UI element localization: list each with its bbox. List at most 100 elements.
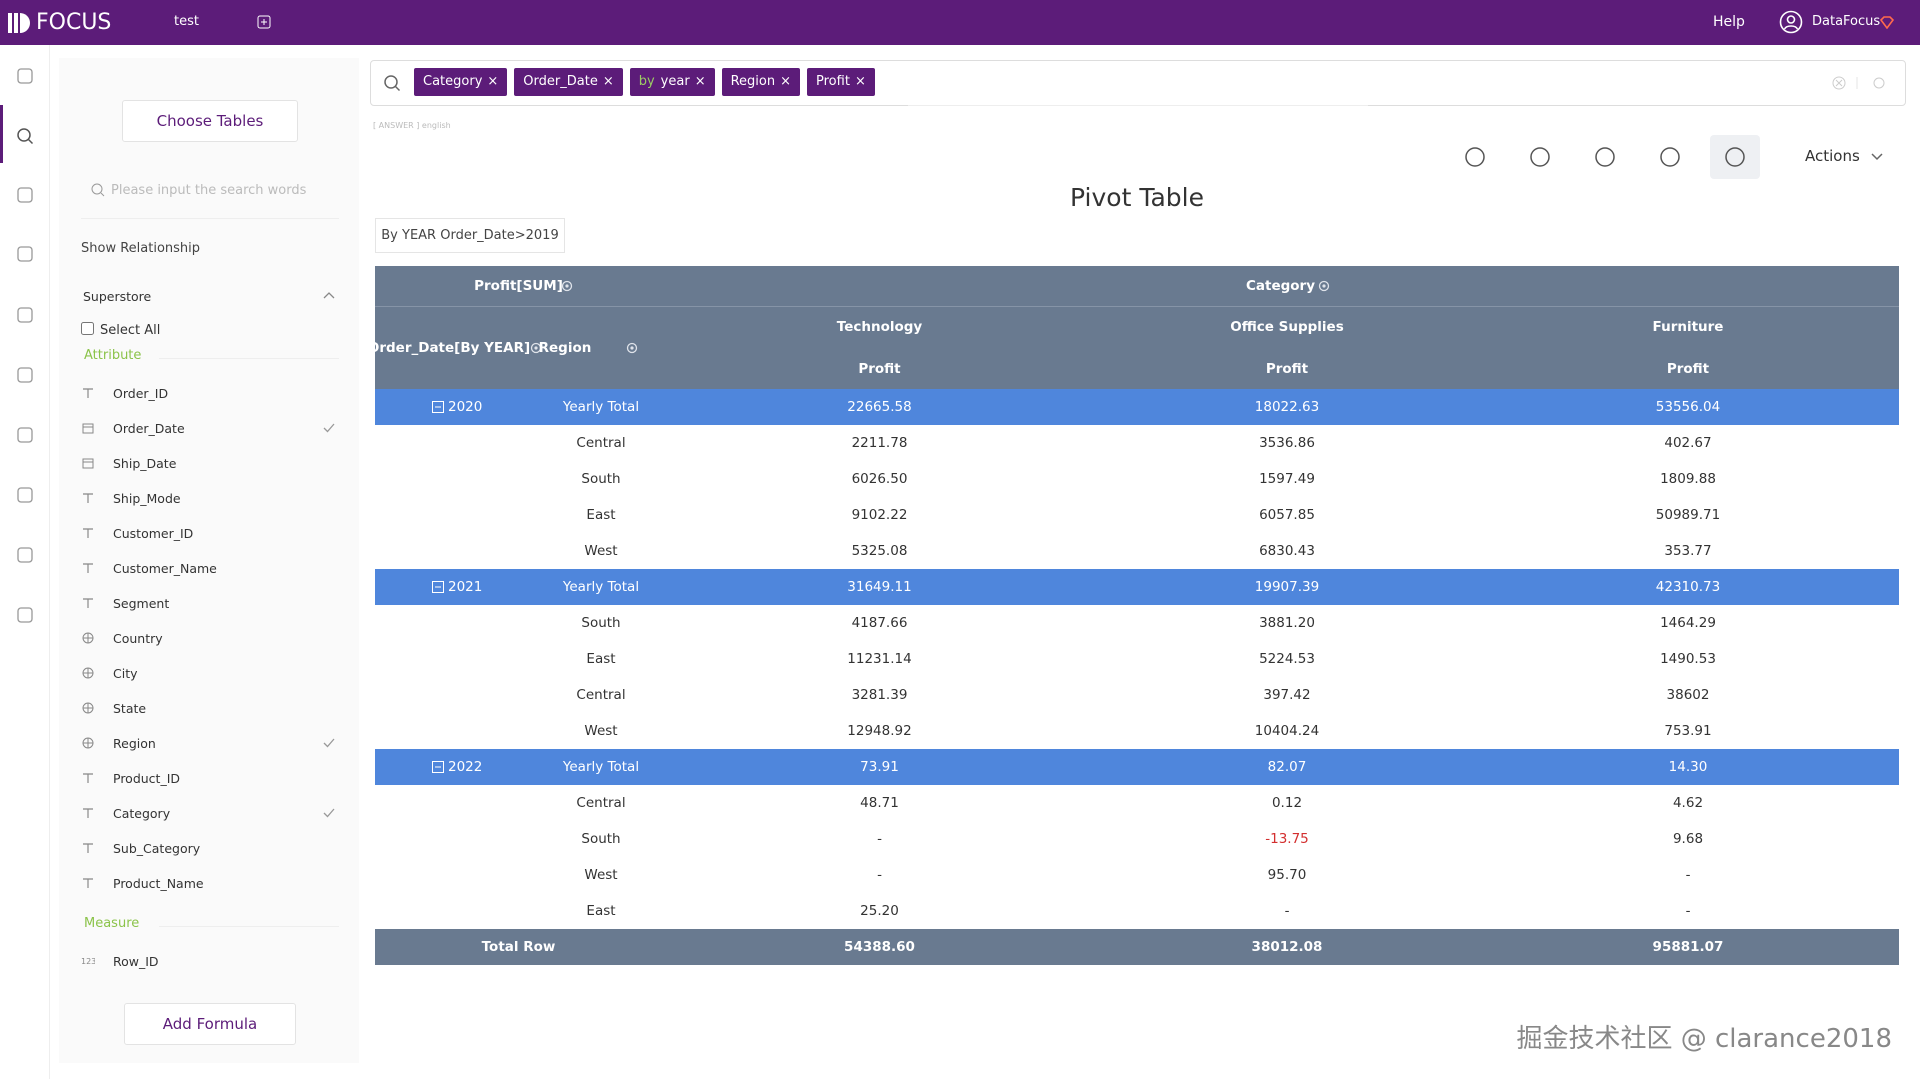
collapse[interactable] xyxy=(323,290,335,300)
field-name[interactable]: State xyxy=(113,701,147,716)
actions-caret[interactable] xyxy=(1870,152,1884,162)
field-name[interactable]: Ship_Date xyxy=(113,456,177,471)
tool-icon[interactable] xyxy=(1464,146,1486,168)
field-icon xyxy=(83,563,93,573)
nav-rail xyxy=(0,45,50,1079)
data-row: East 25.20 - - xyxy=(375,893,1899,929)
tool-icon[interactable] xyxy=(1529,146,1551,168)
field-name[interactable]: Customer_ID xyxy=(113,526,194,541)
logo-text: FOCUS xyxy=(36,10,112,35)
select-all-checkbox[interactable] xyxy=(81,322,94,335)
field-icon xyxy=(83,598,93,608)
field-icon xyxy=(83,878,93,888)
year[interactable]: 2021 xyxy=(448,579,483,595)
field-name[interactable]: Ship_Mode xyxy=(113,491,181,506)
value-cell: 6026.50 xyxy=(851,471,908,487)
collapse-toggle[interactable] xyxy=(432,761,444,773)
region: East xyxy=(586,651,616,667)
nav-icon[interactable] xyxy=(16,306,34,324)
region: West xyxy=(584,867,618,883)
gear-icon[interactable] xyxy=(530,342,542,354)
gear-icon[interactable] xyxy=(561,280,573,292)
token-close[interactable]: × xyxy=(487,74,499,89)
choose-tables[interactable]: Choose Tables xyxy=(122,100,298,142)
gear-icon[interactable] xyxy=(1318,280,1330,292)
search-controls[interactable] xyxy=(1831,75,1891,91)
field-name[interactable]: City xyxy=(113,666,138,681)
nav-icon[interactable] xyxy=(16,606,34,624)
field-name[interactable]: Order_ID xyxy=(113,386,169,401)
value-cell: 3881.20 xyxy=(1259,615,1315,631)
value-cell: 10404.24 xyxy=(1254,723,1320,739)
region: West xyxy=(584,723,618,739)
value-cell: 82.07 xyxy=(1267,759,1307,775)
nav-icon[interactable] xyxy=(16,426,34,444)
field-name[interactable]: Product_Name xyxy=(113,876,204,891)
collapse-toggle[interactable] xyxy=(432,581,444,593)
filter-chip[interactable]: By YEAR Order_Date>2019 xyxy=(375,218,565,253)
section-title: Attribute xyxy=(84,348,142,363)
search-token[interactable]: Profit × xyxy=(807,68,875,96)
search-token[interactable]: by year × xyxy=(629,68,715,96)
search-token[interactable]: Order_Date × xyxy=(514,68,623,96)
token-close[interactable]: × xyxy=(780,74,792,89)
gear-icon[interactable] xyxy=(626,342,638,354)
value-cell: 95.70 xyxy=(1267,867,1307,883)
measure-name: Profit xyxy=(1265,360,1309,377)
value-cell: - xyxy=(877,867,882,883)
nav-icon[interactable] xyxy=(16,186,34,204)
collapse-toggle[interactable] xyxy=(432,401,444,413)
token-close[interactable]: × xyxy=(602,74,614,89)
nav-icon[interactable] xyxy=(16,245,34,263)
total-label: Yearly Total xyxy=(562,399,640,415)
show-relationship[interactable]: Show Relationship xyxy=(81,241,201,256)
tool-icon[interactable] xyxy=(1594,146,1616,168)
tool-icon[interactable] xyxy=(1724,146,1746,168)
tool-icon[interactable] xyxy=(1659,146,1681,168)
nav-icon[interactable] xyxy=(16,127,34,145)
region: South xyxy=(581,831,621,847)
field-name[interactable]: Sub_Category xyxy=(113,841,201,856)
region: South xyxy=(581,615,621,631)
value-cell: 402.67 xyxy=(1664,435,1712,451)
help[interactable]: Help xyxy=(1713,14,1745,30)
value-cell: 1490.53 xyxy=(1660,651,1716,667)
nav-icon[interactable] xyxy=(16,486,34,504)
user-name[interactable]: DataFocus xyxy=(1812,14,1881,29)
token-close[interactable]: × xyxy=(854,74,866,89)
table-search[interactable]: Please input the search words xyxy=(111,183,307,198)
search-token[interactable]: Category × xyxy=(414,68,508,96)
add-formula[interactable]: Add Formula xyxy=(124,1003,296,1045)
tab[interactable]: test xyxy=(174,14,199,29)
value-cell: 6057.85 xyxy=(1259,507,1315,523)
value-header: Profit[SUM] xyxy=(474,278,563,294)
add-tab[interactable] xyxy=(257,15,271,29)
token-close[interactable]: × xyxy=(694,74,706,89)
year-total-row: 2020 Yearly Total 22665.58 18022.63 53556.04 xyxy=(375,389,1899,425)
field-name[interactable]: Customer_Name xyxy=(113,561,217,576)
measure-name: Profit xyxy=(1666,360,1710,377)
field-name[interactable]: Category xyxy=(113,806,171,821)
search-token[interactable]: Region × xyxy=(721,68,801,96)
field-name[interactable]: Segment xyxy=(113,596,170,611)
table-name[interactable]: Superstore xyxy=(83,289,152,304)
actions[interactable]: Actions xyxy=(1805,147,1860,165)
year[interactable]: 2022 xyxy=(448,759,483,775)
value-cell: 54388.60 xyxy=(844,939,915,955)
field-name[interactable]: Row_ID xyxy=(113,954,159,969)
sidebar: Choose Tables Please input the search wor… xyxy=(59,58,359,1063)
field-icon xyxy=(83,493,93,503)
nav-icon[interactable] xyxy=(16,366,34,384)
year[interactable]: 2020 xyxy=(448,399,483,415)
field-name[interactable]: Country xyxy=(113,631,163,646)
user-icon[interactable] xyxy=(1779,10,1803,34)
value-cell: 5224.53 xyxy=(1259,651,1315,667)
field-name[interactable]: Order_Date xyxy=(113,421,185,436)
field-name[interactable]: Product_ID xyxy=(113,771,181,786)
select-all[interactable]: Select All xyxy=(100,323,161,338)
field-name[interactable]: Region xyxy=(113,736,156,751)
nav-icon[interactable] xyxy=(16,67,34,85)
nav-icon[interactable] xyxy=(16,546,34,564)
value-cell: 18022.63 xyxy=(1254,399,1320,415)
field-check xyxy=(323,423,335,433)
